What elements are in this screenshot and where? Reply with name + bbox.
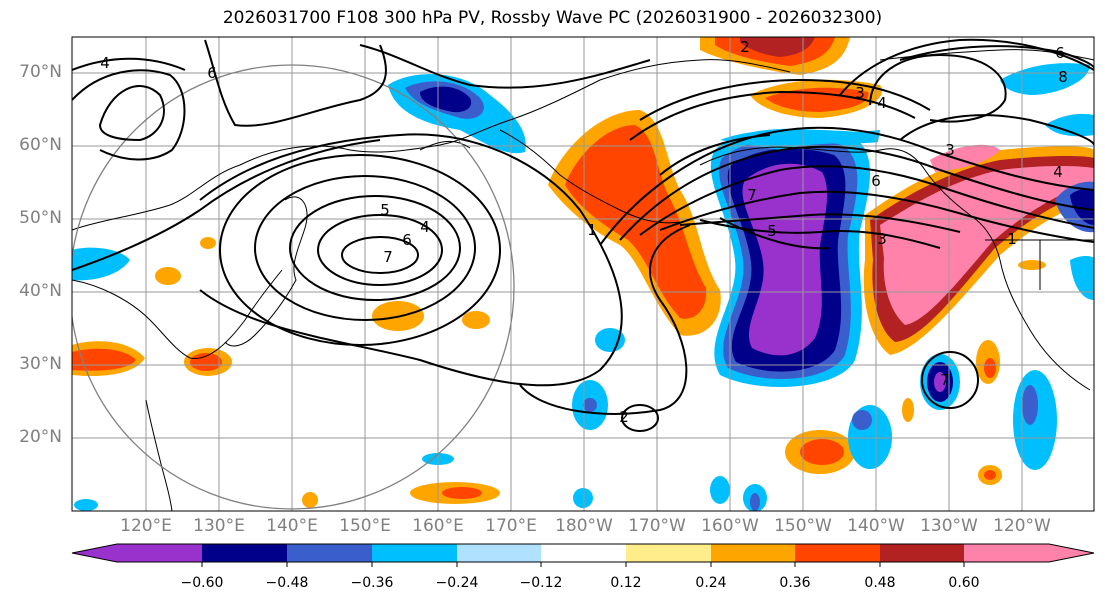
contour-label: 3 xyxy=(945,141,955,159)
lon-label: 130°E xyxy=(193,516,245,536)
contour-label: 7 xyxy=(747,186,757,204)
contour-label: 4 xyxy=(100,54,110,72)
contour-label: 5 xyxy=(380,201,390,219)
colorbar-tick-label: 0.48 xyxy=(864,575,896,591)
contour-label: 2 xyxy=(619,408,629,426)
lon-label: 160°E xyxy=(412,516,464,536)
colorbar-swatch xyxy=(372,544,457,562)
contour-label: 2 xyxy=(740,38,750,56)
lon-label: 140°E xyxy=(266,516,318,536)
lon-label: 130°W xyxy=(920,516,978,536)
lon-label: 170°E xyxy=(485,516,537,536)
colorbar-tick-label: 0.60 xyxy=(948,575,980,591)
contour-label: 7 xyxy=(383,248,393,266)
colorbar-tick-label: 0.12 xyxy=(610,575,642,591)
contour-label: 1 xyxy=(1007,230,1017,248)
contour-label: 3 xyxy=(877,230,887,248)
lon-label: 150°W xyxy=(774,516,832,536)
contour-label: 6 xyxy=(1055,44,1065,62)
gridlines xyxy=(72,37,1094,511)
lon-label: 150°E xyxy=(339,516,391,536)
colorbar-swatch xyxy=(964,544,1049,562)
colorbar-swatch xyxy=(287,544,372,562)
colorbar-tick-label: −0.12 xyxy=(519,575,563,591)
colorbar-tick-label: −0.60 xyxy=(180,575,224,591)
contour-label: 1 xyxy=(587,221,597,239)
contour-label: 4 xyxy=(1053,163,1063,181)
contour-label: 7 xyxy=(940,371,950,389)
contour-labels: 7 6 5 4 1 2 7 5 3 4 3 4 6 3 1 2 4 6 8 6 … xyxy=(100,38,1068,426)
colorbar-swatch xyxy=(541,544,626,562)
colorbar-swatch xyxy=(711,544,795,562)
contour-label: 8 xyxy=(1058,68,1068,86)
lon-label: 180°W xyxy=(555,516,613,536)
contour-label: 6 xyxy=(207,64,217,82)
colorbar-tick-label: 0.24 xyxy=(695,575,727,591)
lon-label: 120°E xyxy=(120,516,172,536)
colorbar-swatch xyxy=(626,544,711,562)
colorbar-tick-label: −0.24 xyxy=(435,575,479,591)
colorbar-swatch xyxy=(795,544,880,562)
lat-label: 40°N xyxy=(19,281,62,301)
colorbar-tick-label: 0.36 xyxy=(779,575,811,591)
contour-label: 6 xyxy=(402,231,412,249)
map-frame xyxy=(71,36,1095,512)
lon-label: 160°W xyxy=(701,516,759,536)
colorbar xyxy=(71,543,1095,567)
colorbar-swatch xyxy=(117,544,202,562)
map-title: 2026031700 F108 300 hPa PV, Rossby Wave … xyxy=(222,8,883,28)
colorbar-tick-label: −0.36 xyxy=(350,575,394,591)
contour-label: 3 xyxy=(855,84,865,102)
colorbar-swatch xyxy=(880,544,964,562)
lat-label: 50°N xyxy=(19,208,62,228)
colorbar-extend-high xyxy=(1049,544,1094,562)
colorbar-extend-low xyxy=(72,544,117,562)
colorbar-tick-label: −0.48 xyxy=(265,575,309,591)
lon-label: 120°W xyxy=(993,516,1051,536)
lon-label: 140°W xyxy=(847,516,905,536)
pv-contours xyxy=(72,38,1094,432)
lon-label: 170°W xyxy=(628,516,686,536)
contour-label: 4 xyxy=(877,94,887,112)
reference-circle xyxy=(72,64,515,510)
contour-label: 6 xyxy=(871,172,881,190)
contour-label: 5 xyxy=(767,222,777,240)
lat-label: 60°N xyxy=(19,135,62,155)
lat-label: 70°N xyxy=(19,62,62,82)
colorbar-swatch xyxy=(457,544,541,562)
lat-label: 20°N xyxy=(19,427,62,447)
colorbar-swatch xyxy=(202,544,287,562)
lat-label: 30°N xyxy=(19,354,62,374)
contour-label: 4 xyxy=(420,218,430,236)
